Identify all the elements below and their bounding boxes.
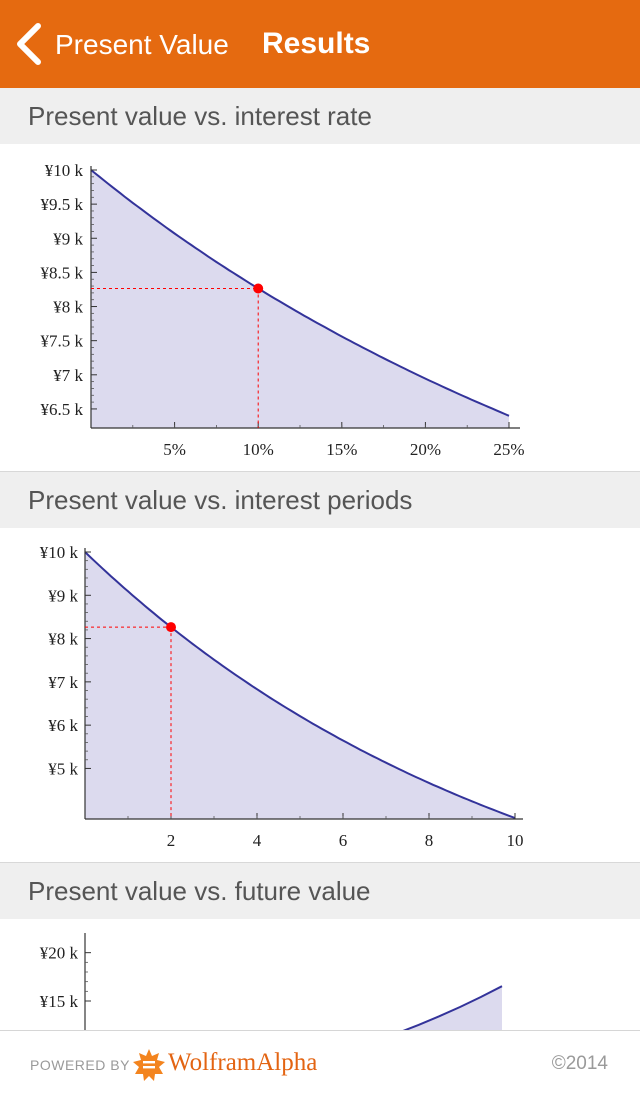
x-tick-label: 2 (167, 831, 176, 850)
y-tick-label: ¥10 k (40, 543, 79, 562)
navigation-bar: Present Value Results (0, 0, 640, 88)
footer: POWERED BY WolframAlpha ©2014 (0, 1030, 640, 1097)
y-tick-label: ¥9.5 k (41, 195, 84, 214)
y-tick-label: ¥7.5 k (41, 332, 84, 351)
x-tick-label: 10 (507, 831, 524, 850)
y-tick-label: ¥7 k (53, 366, 83, 385)
x-tick-label: 6 (339, 831, 348, 850)
y-tick-label: ¥6 k (48, 716, 78, 735)
divider (0, 471, 640, 472)
plot-future-value[interactable]: ¥20 k ¥15 k (0, 919, 640, 1030)
y-tick-label: ¥10 k (45, 161, 84, 180)
y-tick-label: ¥9 k (53, 229, 83, 248)
highlight-point (166, 622, 176, 633)
y-tick-label: ¥15 k (40, 992, 79, 1011)
y-tick-label: ¥8 k (48, 630, 78, 649)
area-fill (91, 170, 509, 428)
plot-interest-periods[interactable]: ¥10 k ¥9 k ¥8 k ¥7 k ¥6 k ¥5 k 2 4 6 8 10 (0, 528, 640, 862)
chart-interest-rate: ¥10 k ¥9.5 k ¥9 k ¥8.5 k ¥8 k ¥7.5 k ¥7 k ¥6.5 … (41, 161, 525, 459)
y-tick-label: ¥9 k (48, 586, 78, 605)
y-tick-label: ¥6.5 k (41, 400, 84, 419)
plot-interest-rate[interactable]: ¥10 k ¥9.5 k ¥9 k ¥8.5 k ¥8 k ¥7.5 k ¥7 k ¥6.5 … (0, 144, 640, 472)
x-tick-label: 10% (243, 440, 274, 459)
copyright: ©2014 (551, 1053, 608, 1074)
x-tick-label: 15% (326, 440, 357, 459)
y-tick-label: ¥20 k (40, 944, 79, 963)
divider (0, 862, 640, 863)
y-tick-label: ¥5 k (48, 759, 78, 778)
y-tick-label: ¥7 k (48, 673, 78, 692)
section-header-interest-periods: Present value vs. interest periods (0, 472, 640, 528)
section-title: Present value vs. interest rate (28, 101, 372, 131)
section-header-interest-rate: Present value vs. interest rate (0, 88, 640, 144)
section-title: Present value vs. future value (28, 876, 371, 906)
x-tick-label: 8 (425, 831, 434, 850)
section-title: Present value vs. interest periods (28, 485, 413, 515)
curve-line (84, 551, 516, 819)
x-tick-label: 25% (493, 440, 524, 459)
chart-interest-periods: ¥10 k ¥9 k ¥8 k ¥7 k ¥6 k ¥5 k 2 4 6 8 10 (40, 543, 524, 850)
wolfram-alpha-logo-icon (133, 1049, 165, 1081)
wolfram-alpha-brand[interactable]: WolframAlpha (168, 1049, 318, 1076)
y-tick-label: ¥8 k (53, 298, 83, 317)
powered-by-label: POWERED BY (30, 1057, 130, 1073)
area-fill (85, 986, 502, 1030)
highlight-point (253, 283, 264, 294)
x-tick-label: 20% (410, 440, 441, 459)
chart-future-value: ¥20 k ¥15 k (40, 933, 503, 1030)
back-label[interactable]: Present Value (55, 29, 229, 60)
area-fill (85, 552, 515, 819)
curve-line (402, 985, 503, 1030)
page-title: Results (262, 27, 371, 60)
chevron-left-icon (17, 23, 41, 65)
back-button[interactable] (12, 22, 48, 66)
section-header-future-value: Present value vs. future value (0, 863, 640, 919)
y-tick-label: ¥8.5 k (41, 263, 84, 282)
x-tick-label: 4 (253, 831, 262, 850)
curve-line (90, 169, 510, 417)
x-tick-label: 5% (163, 440, 186, 459)
